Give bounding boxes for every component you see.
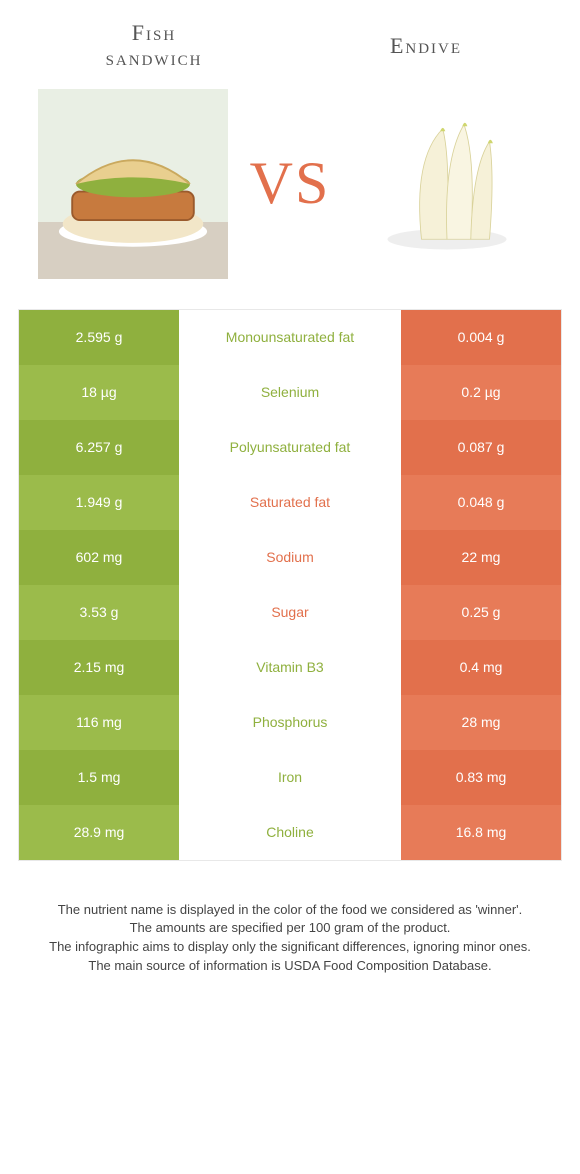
value-left: 2.15 mg	[19, 640, 179, 695]
table-row: 602 mgSodium22 mg	[19, 530, 561, 585]
value-left: 18 µg	[19, 365, 179, 420]
footnote-line: The amounts are specified per 100 gram o…	[36, 919, 544, 938]
table-row: 6.257 gPolyunsaturated fat0.087 g	[19, 420, 561, 475]
value-left: 1.949 g	[19, 475, 179, 530]
table-row: 2.15 mgVitamin B30.4 mg	[19, 640, 561, 695]
table-row: 18 µgSelenium0.2 µg	[19, 365, 561, 420]
food-image-left	[38, 89, 228, 279]
hero-row: VS	[18, 89, 562, 279]
nutrient-label: Selenium	[179, 365, 401, 420]
footnotes: The nutrient name is displayed in the co…	[18, 861, 562, 976]
nutrient-label: Polyunsaturated fat	[179, 420, 401, 475]
title-right: Endive	[320, 33, 532, 58]
footnote-line: The main source of information is USDA F…	[36, 957, 544, 976]
value-left: 28.9 mg	[19, 805, 179, 860]
nutrient-label: Saturated fat	[179, 475, 401, 530]
footnote-line: The infographic aims to display only the…	[36, 938, 544, 957]
value-left: 3.53 g	[19, 585, 179, 640]
value-left: 116 mg	[19, 695, 179, 750]
value-left: 602 mg	[19, 530, 179, 585]
nutrient-label: Iron	[179, 750, 401, 805]
value-left: 6.257 g	[19, 420, 179, 475]
nutrient-label: Monounsaturated fat	[179, 310, 401, 365]
value-right: 0.4 mg	[401, 640, 561, 695]
nutrient-label: Vitamin B3	[179, 640, 401, 695]
table-row: 1.5 mgIron0.83 mg	[19, 750, 561, 805]
title-left: Fishsandwich	[48, 20, 260, 71]
vs-label: VS	[250, 149, 331, 218]
value-right: 0.83 mg	[401, 750, 561, 805]
value-right: 16.8 mg	[401, 805, 561, 860]
table-row: 2.595 gMonounsaturated fat0.004 g	[19, 310, 561, 365]
table-row: 28.9 mgCholine16.8 mg	[19, 805, 561, 860]
table-row: 3.53 gSugar0.25 g	[19, 585, 561, 640]
value-right: 0.048 g	[401, 475, 561, 530]
value-left: 2.595 g	[19, 310, 179, 365]
comparison-table: 2.595 gMonounsaturated fat0.004 g18 µgSe…	[18, 309, 562, 861]
nutrient-label: Phosphorus	[179, 695, 401, 750]
table-row: 116 mgPhosphorus28 mg	[19, 695, 561, 750]
value-right: 0.25 g	[401, 585, 561, 640]
table-row: 1.949 gSaturated fat0.048 g	[19, 475, 561, 530]
value-right: 28 mg	[401, 695, 561, 750]
value-right: 0.2 µg	[401, 365, 561, 420]
value-left: 1.5 mg	[19, 750, 179, 805]
food-image-right	[352, 89, 542, 279]
titles-row: Fishsandwich Endive	[18, 20, 562, 71]
nutrient-label: Choline	[179, 805, 401, 860]
footnote-line: The nutrient name is displayed in the co…	[36, 901, 544, 920]
nutrient-label: Sugar	[179, 585, 401, 640]
value-right: 22 mg	[401, 530, 561, 585]
nutrient-label: Sodium	[179, 530, 401, 585]
value-right: 0.087 g	[401, 420, 561, 475]
value-right: 0.004 g	[401, 310, 561, 365]
